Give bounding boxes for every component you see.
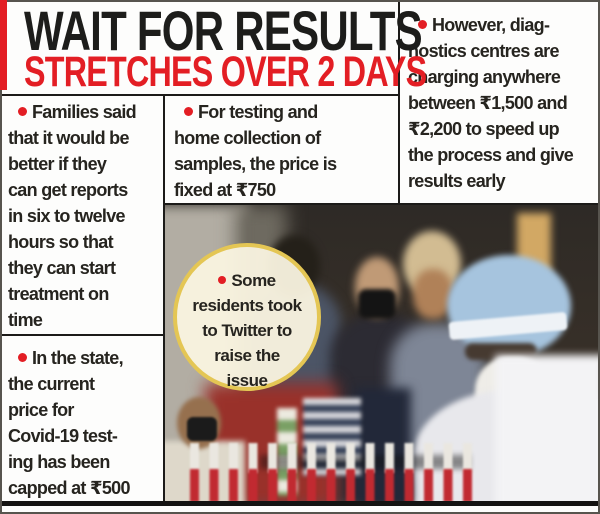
bullet-families: Families said that it would be better if…: [8, 99, 163, 333]
rule-right-column: [398, 0, 400, 205]
photo-covid-testing: Some residents took to Twitter to raise …: [165, 205, 598, 502]
bullet-diagnostics: However, diag- nostics centres are charg…: [408, 12, 598, 194]
rule-left-column: [163, 94, 165, 502]
bullet-testing-price-text: For testing and home collection of sampl…: [174, 102, 337, 200]
headline-title: WAIT FOR RESULTS: [24, 0, 423, 62]
bullet-diagnostics-text: However, diag- nostics centres are charg…: [408, 15, 574, 191]
photo-test-tube-caps: [190, 443, 475, 473]
bullet-families-text: Families said that it would be better if…: [8, 102, 137, 330]
photo-person-wrap-face: [413, 269, 453, 319]
rule-left-divider: [0, 334, 163, 336]
headline-subtitle: STRETCHES OVER 2 DAYS: [24, 48, 427, 96]
bullet-icon: [184, 107, 193, 116]
photo-worker-gown-highlight: [495, 355, 598, 502]
bullet-testing-price: For testing and home collection of sampl…: [174, 99, 396, 203]
bullet-icon: [418, 20, 427, 29]
circle-callout: Some residents took to Twitter to raise …: [173, 243, 321, 391]
photo-person-center-mask: [358, 289, 396, 319]
photo-child-mask: [187, 417, 217, 441]
bullet-state-price-text: In the state, the current price for Covi…: [8, 348, 130, 498]
photo-worker-bonnet: [447, 255, 571, 357]
bottom-black-rule: [0, 501, 600, 506]
bullet-icon: [18, 353, 27, 362]
headline-red-bar: [0, 0, 7, 90]
circle-callout-text: Some residents took to Twitter to raise …: [192, 271, 302, 390]
bullet-icon: [218, 276, 227, 284]
photo-test-tube-samples: [190, 469, 475, 502]
bullet-icon: [18, 107, 27, 116]
rule-photo-top: [163, 203, 600, 205]
rule-under-title: [0, 94, 400, 96]
bullet-state-price: In the state, the current price for Covi…: [8, 345, 163, 501]
